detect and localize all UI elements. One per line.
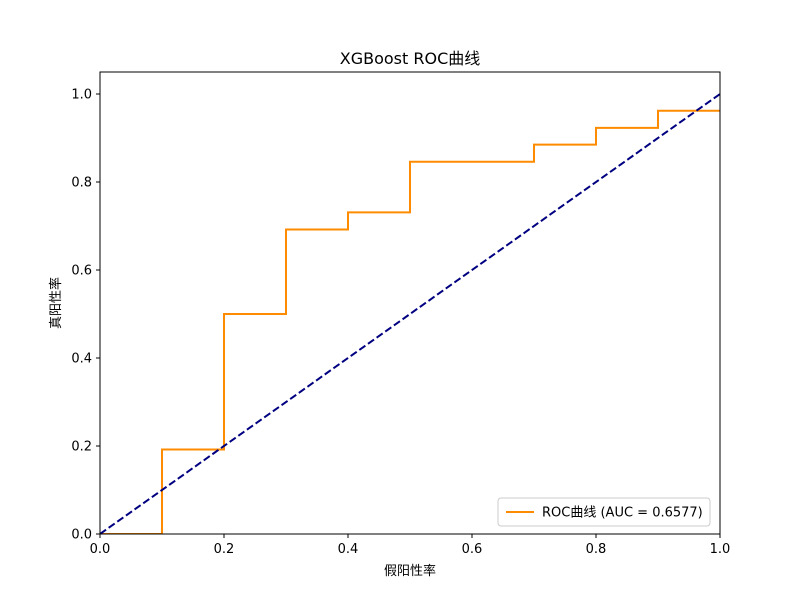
chart-title: XGBoost ROC曲线 bbox=[340, 49, 481, 68]
x-tick-label: 1.0 bbox=[710, 542, 731, 557]
legend-label-roc: ROC曲线 (AUC = 0.6577) bbox=[542, 506, 703, 521]
plot-area bbox=[100, 93, 720, 534]
y-tick-label: 1.0 bbox=[71, 88, 92, 103]
x-tick-label: 0.6 bbox=[462, 542, 483, 557]
axis-ticks: 0.0 0.2 0.4 0.6 0.8 1.0 0.0 0.2 0.4 0.6 0.8 1.0 bbox=[71, 71, 731, 557]
legend: ROC曲线 (AUC = 0.6577) bbox=[497, 497, 711, 527]
x-tick-label: 0.0 bbox=[90, 542, 111, 557]
axes-frame bbox=[99, 71, 721, 535]
legend-box bbox=[497, 497, 711, 527]
x-tick-label: 0.2 bbox=[214, 542, 235, 557]
y-tick-label: 0.2 bbox=[71, 440, 92, 455]
y-tick-label: 0.0 bbox=[71, 528, 92, 543]
y-tick-label: 0.4 bbox=[71, 352, 92, 367]
x-axis-title: 假阳性率 bbox=[384, 563, 436, 579]
y-axis-title: 真阳性率 bbox=[48, 277, 64, 329]
y-tick-label: 0.8 bbox=[71, 176, 92, 191]
y-tick-label: 0.6 bbox=[71, 264, 92, 279]
x-tick-label: 0.8 bbox=[586, 542, 607, 557]
x-tick-label: 0.4 bbox=[338, 542, 359, 557]
roc-curve-line bbox=[100, 109, 720, 534]
